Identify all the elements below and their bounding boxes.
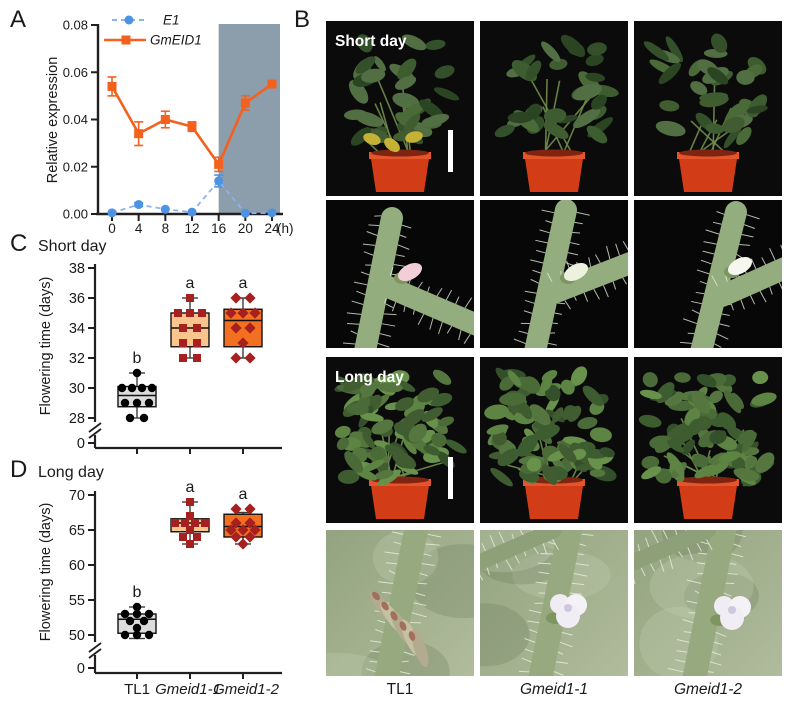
night-shaded-band xyxy=(218,24,280,214)
panel-c-title: Short day xyxy=(38,238,107,255)
flower-bud xyxy=(397,262,423,282)
panel-d-plot: 50 55 60 65 70 0 Flowering time (days) b a a TL1 Gm… xyxy=(38,479,282,698)
photo-closeup-dark-col2 xyxy=(480,200,628,348)
box-Gmeid1-1 xyxy=(170,312,210,348)
flower xyxy=(564,604,572,612)
svg-text:b: b xyxy=(133,350,142,367)
panel-c-plot: 28 30 32 34 36 38 0 Flowering time (days) b a a xyxy=(38,261,282,454)
legend-gmeid1: GmEID1 xyxy=(150,33,202,48)
photo-plants-col1: Short day xyxy=(326,21,474,196)
svg-text:36: 36 xyxy=(69,291,85,307)
svg-text:28: 28 xyxy=(69,411,85,427)
svg-text:70: 70 xyxy=(69,488,85,504)
svg-text:a: a xyxy=(186,479,195,496)
svg-text:0: 0 xyxy=(77,661,85,677)
svg-text:34: 34 xyxy=(69,321,85,337)
svg-text:50: 50 xyxy=(69,628,85,644)
panel-a-label: A xyxy=(10,6,27,33)
xlabel-Gmeid1-1: Gmeid1-1 xyxy=(155,681,221,698)
svg-text:(h): (h) xyxy=(277,221,294,236)
panel-c-label: C xyxy=(10,230,28,257)
svg-text:0: 0 xyxy=(108,221,116,236)
short-day-flowering-boxplot: 28 30 32 34 36 38 0 Flowering time (days) b a a xyxy=(0,253,292,465)
photo-plants-col2 xyxy=(480,357,628,523)
svg-text:8: 8 xyxy=(162,221,170,236)
svg-text:38: 38 xyxy=(69,261,85,277)
photo-closeup-dark-col3 xyxy=(634,200,782,348)
svg-text:55: 55 xyxy=(69,593,85,609)
svg-text:32: 32 xyxy=(69,351,85,367)
panel-a-plot: 0.00 0.02 0.04 0.06 0.08 0 4 8 12 16 20 24(h) Relati… xyxy=(45,13,294,237)
svg-text:4: 4 xyxy=(135,221,143,236)
daylength-overlay-label: Short day xyxy=(335,33,407,50)
photo-closeup-dark-col1 xyxy=(326,200,474,348)
photo-column-label-TL1: TL1 xyxy=(386,681,414,698)
legend-e1: E1 xyxy=(163,13,180,28)
panel-a-ylabel: Relative expression xyxy=(45,57,61,184)
panel-c-ylabel: Flowering time (days) xyxy=(38,277,54,416)
panel-d-title: Long day xyxy=(38,464,104,481)
photo-plants-col1: Long day xyxy=(326,357,474,523)
svg-text:60: 60 xyxy=(69,558,85,574)
daylength-overlay-label: Long day xyxy=(335,369,404,386)
xlabel-TL1: TL1 xyxy=(124,681,150,698)
svg-text:0.00: 0.00 xyxy=(63,207,88,222)
flower-bud xyxy=(563,262,589,282)
svg-text:16: 16 xyxy=(211,221,226,236)
panel-d-label: D xyxy=(10,456,28,483)
svg-text:24: 24 xyxy=(264,221,280,236)
photo-closeup-light-col1 xyxy=(326,530,474,676)
photo-closeup-light-col2 xyxy=(480,530,628,676)
panel-d-ylabel: Flowering time (days) xyxy=(38,503,54,642)
long-day-flowering-boxplot: 50 55 60 65 70 0 Flowering time (days) b a a TL1 Gm… xyxy=(0,478,292,707)
panel-b-label: B xyxy=(294,6,311,33)
photo-column-label-Gmeid1-2: Gmeid1-2 xyxy=(673,681,743,698)
photo-plants-col3 xyxy=(634,357,782,523)
svg-text:0.08: 0.08 xyxy=(63,18,88,33)
photo-plants-col2 xyxy=(480,21,628,196)
svg-text:a: a xyxy=(186,275,195,292)
svg-text:0.02: 0.02 xyxy=(63,159,88,174)
photo-column-label-Gmeid1-1: Gmeid1-1 xyxy=(519,681,589,698)
svg-text:a: a xyxy=(239,486,248,503)
svg-text:a: a xyxy=(239,275,248,292)
svg-text:0: 0 xyxy=(77,436,85,452)
xlabel-Gmeid1-2: Gmeid1-2 xyxy=(213,681,280,698)
scale-bar xyxy=(448,457,453,499)
svg-text:b: b xyxy=(133,584,142,601)
scale-bar xyxy=(448,130,453,172)
svg-text:0.04: 0.04 xyxy=(63,112,88,127)
photo-plants-col3 xyxy=(634,21,782,196)
photo-closeup-light-col3 xyxy=(634,530,782,676)
flower xyxy=(728,606,736,614)
expression-time-course-chart: 0.00 0.02 0.04 0.06 0.08 0 4 8 12 16 20 24 (h) Relati… xyxy=(0,0,300,240)
svg-text:30: 30 xyxy=(69,381,85,397)
svg-text:12: 12 xyxy=(184,221,199,236)
svg-text:65: 65 xyxy=(69,523,85,539)
flower-bud xyxy=(727,256,753,276)
svg-text:0.06: 0.06 xyxy=(63,65,88,80)
svg-text:20: 20 xyxy=(238,221,253,236)
